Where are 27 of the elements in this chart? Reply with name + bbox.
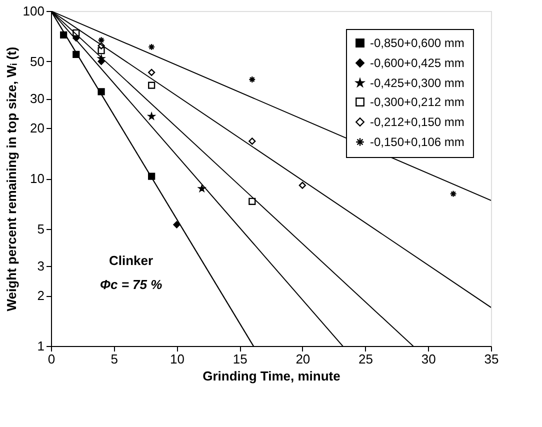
legend-label: -0,150+0,106 mm xyxy=(370,135,464,149)
y-tick-label: 50 xyxy=(30,54,44,69)
legend-label: -0,425+0,300 mm xyxy=(370,76,464,90)
y-tick-label: 5 xyxy=(37,221,44,236)
y-tick-label: 10 xyxy=(30,171,44,186)
y-tick-label: 30 xyxy=(30,91,44,106)
x-tick-label: 20 xyxy=(296,352,310,366)
x-tick-label: 30 xyxy=(421,352,436,366)
annotation: Φc = 75 % xyxy=(100,277,163,292)
y-tick-label: 3 xyxy=(37,258,44,274)
legend-label: -0,850+0,600 mm xyxy=(370,36,464,50)
legend-label: -0,300+0,212 mm xyxy=(370,95,464,109)
x-tick-label: 35 xyxy=(484,352,499,366)
annotation: Clinker xyxy=(108,253,154,268)
x-tick-label: 15 xyxy=(232,352,248,366)
x-tick-label: 5 xyxy=(110,352,118,366)
x-tick-label: 25 xyxy=(358,352,374,366)
x-tick-label: 10 xyxy=(170,352,184,366)
y-tick-label: 2 xyxy=(37,288,44,304)
legend-label: -0,212+0,150 mm xyxy=(370,115,464,129)
y-tick-label: 100 xyxy=(22,4,44,18)
x-axis-title: Grinding Time, minute xyxy=(202,368,340,384)
y-axis-title: Weight percent remaining in top size, Wᵢ (t) xyxy=(4,46,19,312)
x-tick-label: 0 xyxy=(48,352,56,366)
legend-label: -0,600+0,425 mm xyxy=(370,56,464,70)
y-tick-label: 1 xyxy=(37,338,44,354)
y-tick-label: 20 xyxy=(30,120,44,136)
